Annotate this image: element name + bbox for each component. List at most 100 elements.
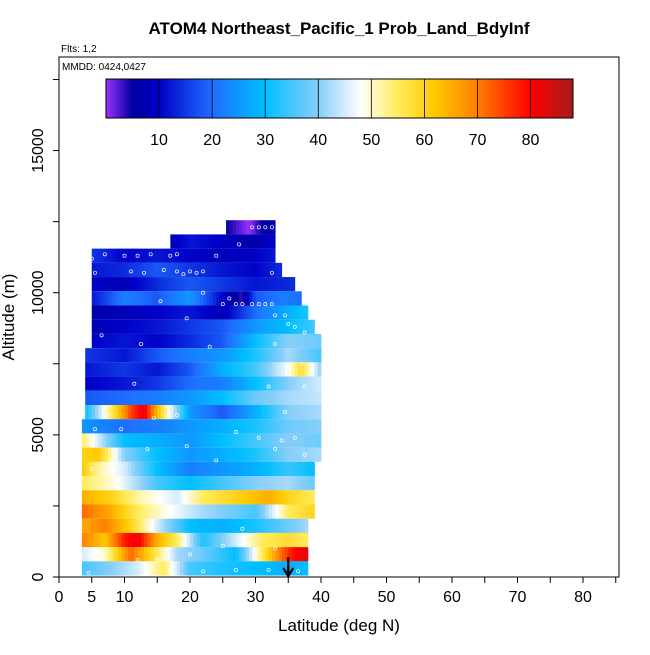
heatmap-cell (190, 305, 194, 320)
colorbar-tick-label: 10 (150, 132, 168, 149)
data-point (188, 269, 192, 274)
heatmap-cell (147, 376, 152, 391)
heatmap-cell (153, 532, 158, 548)
heatmap-cell (101, 291, 106, 306)
heatmap-cell (144, 362, 148, 377)
heatmap-cell (209, 248, 214, 263)
heatmap-cell (114, 490, 119, 505)
heatmap-cell (114, 504, 119, 519)
heatmap-cell (301, 547, 306, 562)
heatmap-cell (212, 532, 217, 548)
heatmap-cell (281, 376, 286, 391)
heatmap-cell (235, 277, 240, 292)
heatmap-cell (278, 419, 283, 434)
heatmap-cell (183, 419, 188, 434)
heatmap-cell (137, 262, 142, 278)
heatmap-cell (114, 405, 119, 420)
heatmap-cell (199, 333, 204, 349)
heatmap-cell (203, 234, 207, 249)
heatmap-cell (239, 333, 243, 349)
heatmap-cell (180, 490, 184, 505)
heatmap-cell (98, 405, 102, 420)
y-tick-label: 0 (30, 572, 47, 581)
data-point (93, 270, 97, 275)
heatmap-cell (144, 504, 148, 519)
heatmap-cell (206, 362, 211, 377)
heatmap-cell (232, 291, 237, 306)
heatmap-cell (153, 504, 158, 519)
heatmap-cell (252, 532, 256, 548)
heatmap-cell (101, 518, 106, 533)
arrow-head (282, 567, 295, 579)
heatmap-cell (235, 433, 240, 448)
heatmap-cell (150, 490, 155, 505)
heatmap-cell (206, 234, 211, 249)
heatmap-cell (199, 433, 204, 448)
heatmap-cell (199, 362, 204, 377)
heatmap-cell (311, 362, 315, 377)
heatmap-cell (153, 277, 158, 292)
heatmap-cell (160, 532, 165, 548)
heatmap-cell (278, 291, 283, 306)
heatmap-cell (219, 277, 224, 292)
heatmap-cell (229, 561, 233, 576)
heatmap-cell (248, 532, 253, 548)
heatmap-cell (229, 319, 233, 334)
heatmap-cell (85, 532, 89, 548)
heatmap-cell (186, 532, 191, 548)
heatmap-cell (127, 447, 132, 462)
heatmap-cell (108, 461, 112, 477)
heatmap-cell (284, 561, 289, 576)
heatmap-cell (278, 348, 283, 363)
heatmap-cell (219, 433, 224, 448)
heatmap-cell (307, 333, 312, 349)
heatmap-cell (101, 319, 106, 334)
heatmap-cell (163, 277, 168, 292)
data-point (302, 330, 307, 335)
x-axis: 0 5 10 20 30 40 50 60 70 80 (55, 577, 617, 606)
heatmap-cell (219, 305, 224, 320)
heatmap-cell (157, 405, 161, 420)
heatmap-cell (229, 220, 233, 235)
heatmap-cell (271, 476, 276, 491)
heatmap-cell (91, 319, 96, 334)
data-point (240, 302, 245, 307)
heatmap-cell (98, 305, 102, 320)
heatmap-cell (294, 291, 299, 306)
heatmap-cell (248, 305, 253, 320)
heatmap-cell (127, 348, 132, 363)
heatmap-cell (85, 504, 89, 519)
heatmap-cell (91, 277, 96, 292)
heatmap-cell (190, 262, 194, 278)
heatmap-cell (98, 504, 102, 519)
data-point (161, 268, 166, 272)
heatmap-cell (265, 262, 269, 278)
heatmap-cell (150, 319, 155, 334)
heatmap-cell (193, 248, 197, 263)
heatmap-cell (193, 447, 197, 462)
heatmap-cell (281, 419, 286, 434)
heatmap-cell (147, 518, 152, 533)
heatmap-cell (203, 547, 207, 562)
heatmap-cell (291, 362, 296, 377)
heatmap-cell (262, 518, 266, 533)
heatmap-cell (262, 561, 266, 576)
heatmap-cell (150, 390, 155, 405)
heatmap-cell (101, 376, 106, 391)
heatmap-cell (124, 305, 129, 320)
heatmap-cell (114, 476, 119, 491)
data-point (233, 567, 238, 572)
heatmap-cell (98, 547, 102, 562)
heatmap-cell (206, 532, 211, 548)
heatmap-cell (265, 419, 269, 434)
heatmap-cell (298, 433, 302, 448)
heatmap-cell (212, 518, 217, 533)
heatmap-cell (288, 277, 292, 292)
heatmap-cell (124, 376, 129, 391)
heatmap-cell (206, 305, 211, 320)
heatmap-cell (176, 305, 181, 320)
heatmap-cell (193, 490, 197, 505)
heatmap-cell (190, 532, 194, 548)
heatmap-cell (245, 518, 250, 533)
